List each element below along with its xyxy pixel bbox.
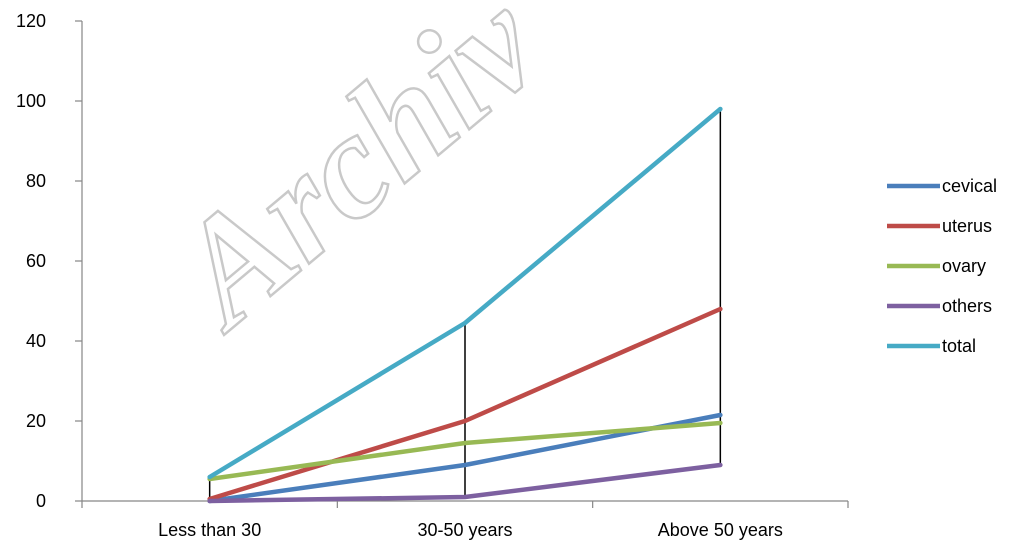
legend-label-cevical: cevical	[942, 176, 997, 196]
data-point-ovary	[718, 421, 723, 425]
data-point-uterus	[463, 419, 467, 423]
series-lines	[207, 106, 723, 504]
x-axis-ticks: Less than 30 30-50 years Above 50 years	[81, 501, 849, 540]
data-point-total	[718, 107, 723, 111]
data-point-ovary	[463, 441, 467, 445]
data-point-total	[463, 321, 467, 325]
y-tick-label: 0	[36, 491, 46, 511]
data-point-uterus	[718, 307, 723, 311]
y-axis-ticks: 0 20 40 60 80 100 120	[16, 11, 82, 511]
y-tick-label: 100	[16, 91, 46, 111]
y-tick-label: 120	[16, 11, 46, 31]
data-point-others	[207, 499, 212, 503]
data-point-others	[718, 463, 723, 467]
legend: cevical uterus ovary others total	[887, 176, 997, 356]
watermark: Archiv	[137, 0, 573, 362]
y-tick-label: 60	[26, 251, 46, 271]
legend-label-uterus: uterus	[942, 216, 992, 236]
x-tick-label: 30-50 years	[417, 520, 512, 540]
data-point-others	[463, 495, 467, 499]
data-point-cevical	[463, 463, 467, 467]
legend-label-total: total	[942, 336, 976, 356]
legend-label-others: others	[942, 296, 992, 316]
watermark-text: Archiv	[138, 0, 571, 360]
x-tick-label: Less than 30	[158, 520, 261, 540]
y-tick-label: 20	[26, 411, 46, 431]
legend-label-ovary: ovary	[942, 256, 986, 276]
y-tick-label: 80	[26, 171, 46, 191]
data-point-total	[207, 475, 212, 479]
data-point-cevical	[718, 413, 723, 417]
x-tick-label: Above 50 years	[658, 520, 783, 540]
y-tick-label: 40	[26, 331, 46, 351]
